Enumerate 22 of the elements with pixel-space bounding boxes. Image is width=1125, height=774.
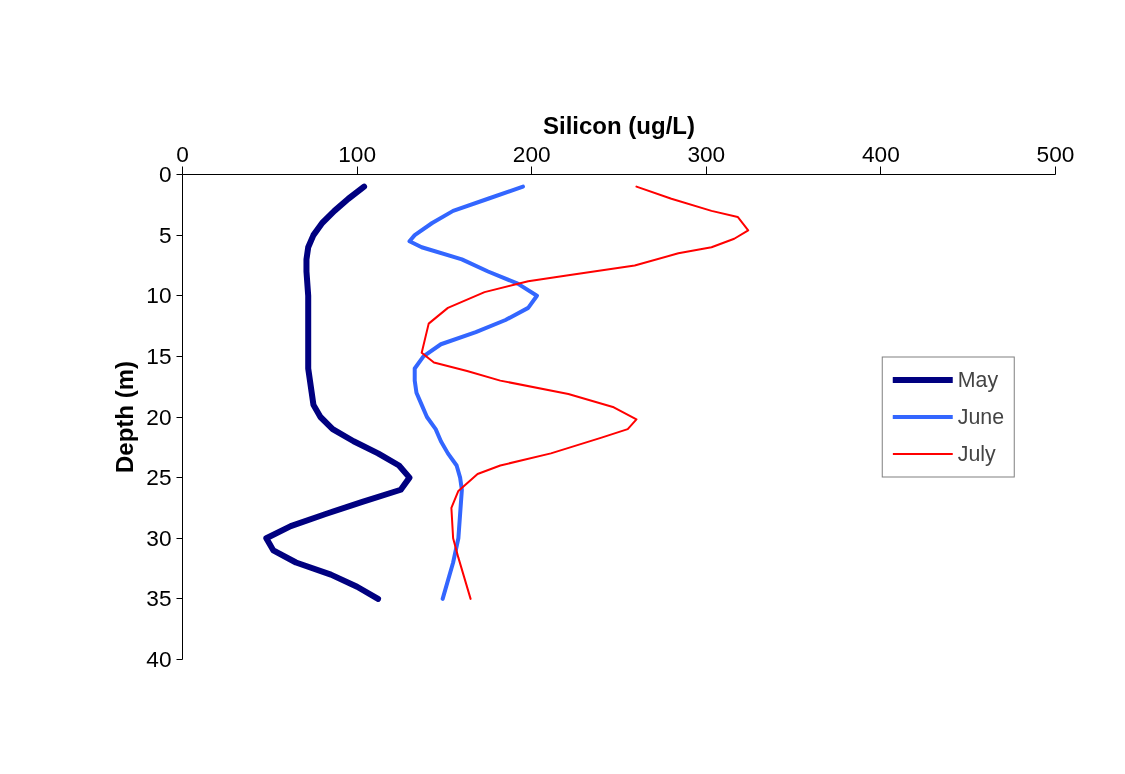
legend-label: July	[957, 441, 996, 466]
y-tick-label: 20	[146, 403, 172, 430]
x-tick-label: 100	[338, 140, 377, 167]
legend-label: June	[957, 404, 1004, 429]
line-series	[407, 184, 539, 601]
x-axis-title: Silicon (ug/L)	[543, 111, 695, 139]
y-tick-label: 10	[146, 282, 172, 309]
x-tick-label: 500	[1036, 140, 1075, 167]
y-tick-label: 35	[146, 585, 172, 612]
y-tick-label: 30	[146, 524, 172, 551]
x-tick-label: 300	[687, 140, 726, 167]
y-tick-label: 5	[158, 221, 172, 248]
y-tick-label: 15	[146, 342, 172, 369]
x-tick-label: 400	[862, 140, 900, 167]
x-tick-label: 0	[176, 140, 189, 167]
y-tick-label: 25	[146, 464, 172, 491]
y-tick-label: 40	[146, 646, 172, 672]
legend-label: May	[957, 367, 999, 392]
y-tick-label: 0	[158, 161, 172, 187]
x-tick-label: 200	[512, 140, 551, 167]
line-series	[420, 185, 750, 600]
y-axis-title: Depth (m)	[111, 361, 139, 473]
